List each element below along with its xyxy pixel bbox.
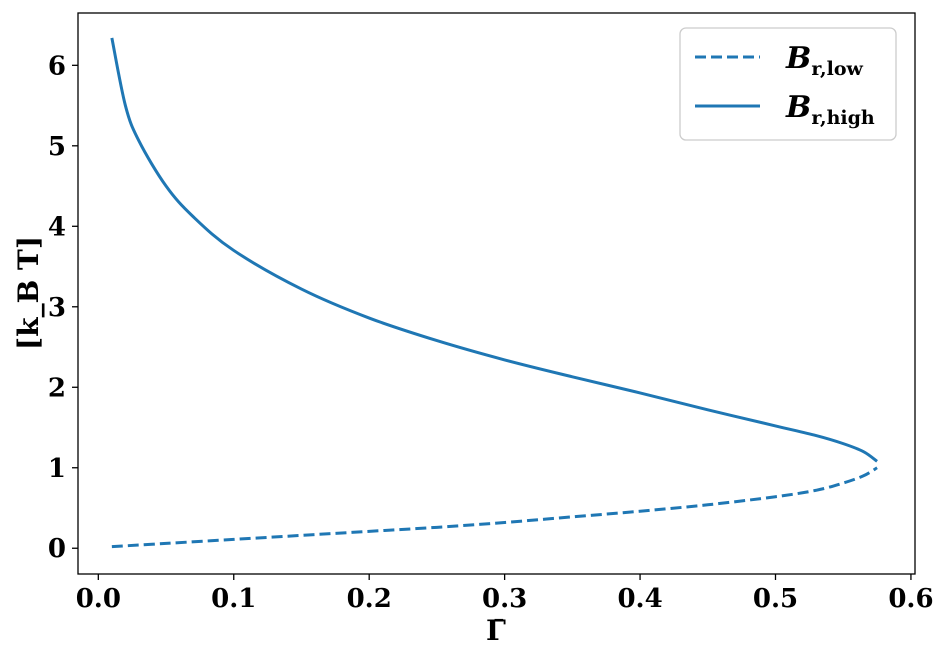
legend: Br,low Br,high (679, 27, 897, 141)
y-tick-label: 1 (48, 454, 66, 484)
y-tick-label: 0 (48, 534, 66, 564)
legend-label-low: Br,low (785, 41, 863, 80)
series-line-high (110, 37, 878, 463)
x-tick-label: 0.1 (211, 584, 256, 614)
y-tick-label: 3 (48, 293, 66, 323)
plot-frame (77, 12, 916, 575)
y-tick-label: 5 (48, 132, 66, 162)
y-axis-ticks: 0 1 2 3 4 5 6 (48, 51, 78, 564)
y-axis-label: [k_B T] (12, 236, 45, 350)
series-line-low (111, 466, 878, 549)
x-axis-ticks: 0.0 0.1 0.2 0.3 0.4 0.5 0.6 (76, 574, 934, 614)
x-tick-label: 0.6 (888, 584, 933, 614)
x-tick-label: 0.5 (753, 584, 798, 614)
curves (110, 37, 878, 549)
x-tick-label: 0.0 (76, 584, 121, 614)
x-axis-label: Γ̄ (486, 614, 506, 647)
x-tick-label: 0.3 (482, 584, 527, 614)
y-tick-label: 2 (48, 373, 66, 403)
x-tick-label: 0.2 (347, 584, 392, 614)
y-tick-label: 6 (48, 51, 66, 81)
x-tick-label: 0.4 (617, 584, 662, 614)
legend-label-high: Br,high (785, 90, 875, 129)
y-tick-label: 4 (48, 212, 66, 242)
